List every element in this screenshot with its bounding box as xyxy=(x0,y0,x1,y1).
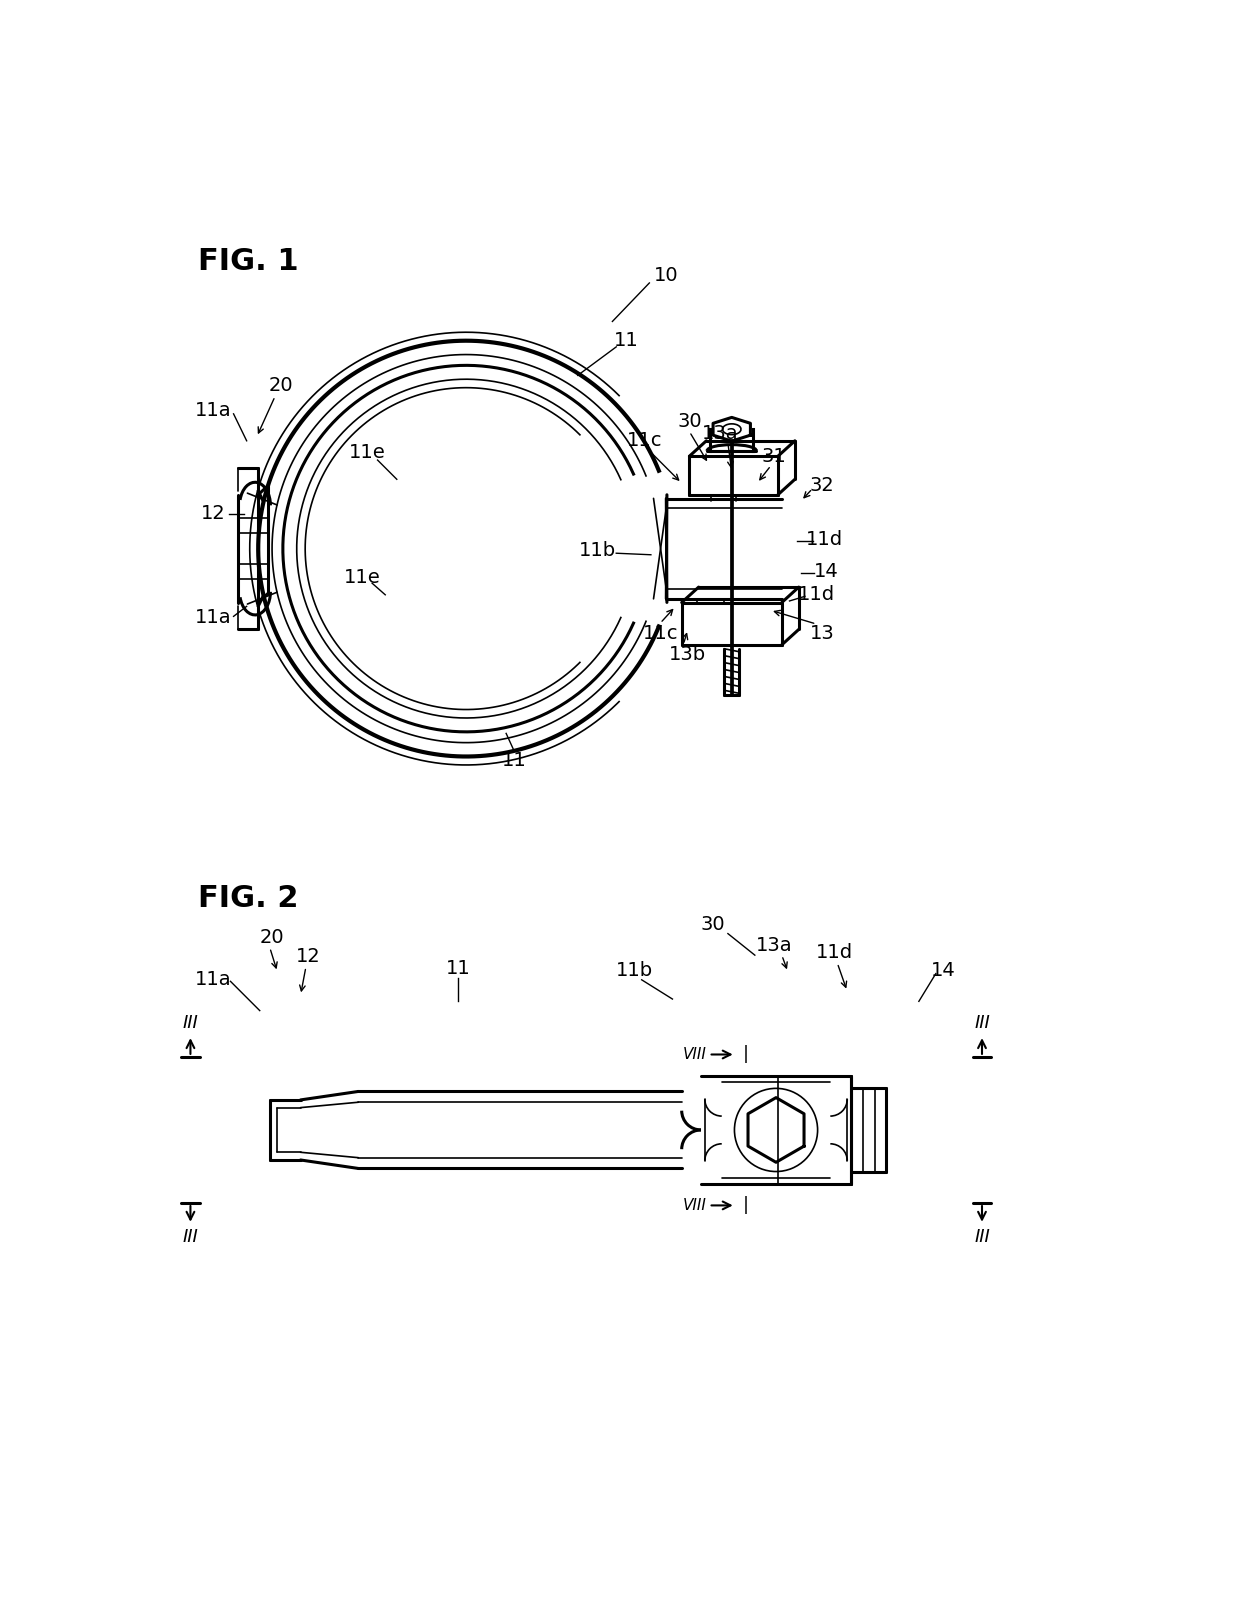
Text: 11b: 11b xyxy=(578,541,615,559)
Text: 11d: 11d xyxy=(806,530,843,549)
Text: 13a: 13a xyxy=(702,423,739,442)
Text: 30: 30 xyxy=(677,411,702,431)
Text: 14: 14 xyxy=(815,562,838,582)
Text: 11a: 11a xyxy=(195,970,232,990)
Text: VIII: VIII xyxy=(683,1047,707,1063)
Text: 30: 30 xyxy=(701,915,725,933)
Text: III: III xyxy=(182,1014,198,1032)
Text: 11b: 11b xyxy=(615,961,652,980)
Text: 13: 13 xyxy=(810,624,835,643)
Text: 11e: 11e xyxy=(343,569,381,588)
Text: FIG. 2: FIG. 2 xyxy=(198,883,299,912)
Text: III: III xyxy=(975,1228,990,1246)
Text: 11e: 11e xyxy=(350,442,386,462)
Text: 20: 20 xyxy=(259,928,284,948)
Text: 12: 12 xyxy=(201,504,226,523)
Text: III: III xyxy=(975,1014,990,1032)
Text: 11a: 11a xyxy=(195,400,232,420)
Text: III: III xyxy=(182,1228,198,1246)
Text: 12: 12 xyxy=(296,948,321,966)
Text: VIII: VIII xyxy=(683,1197,707,1213)
Text: 14: 14 xyxy=(931,961,956,980)
Text: 11d: 11d xyxy=(816,943,853,962)
Text: |: | xyxy=(743,1197,749,1215)
Text: 13a: 13a xyxy=(756,936,792,954)
Text: 13b: 13b xyxy=(670,645,707,664)
Text: 31: 31 xyxy=(761,447,786,465)
Text: 10: 10 xyxy=(653,266,678,285)
Text: 11: 11 xyxy=(446,959,471,978)
Text: 11a: 11a xyxy=(195,609,232,627)
Text: 11c: 11c xyxy=(642,624,678,643)
Text: 11c: 11c xyxy=(627,431,662,450)
Text: 11: 11 xyxy=(501,750,526,770)
Text: 11: 11 xyxy=(614,330,639,350)
Text: 20: 20 xyxy=(269,376,294,395)
Text: |: | xyxy=(743,1045,749,1063)
Text: FIG. 1: FIG. 1 xyxy=(198,246,299,275)
Text: 11d: 11d xyxy=(797,585,835,604)
Text: 32: 32 xyxy=(810,476,835,496)
